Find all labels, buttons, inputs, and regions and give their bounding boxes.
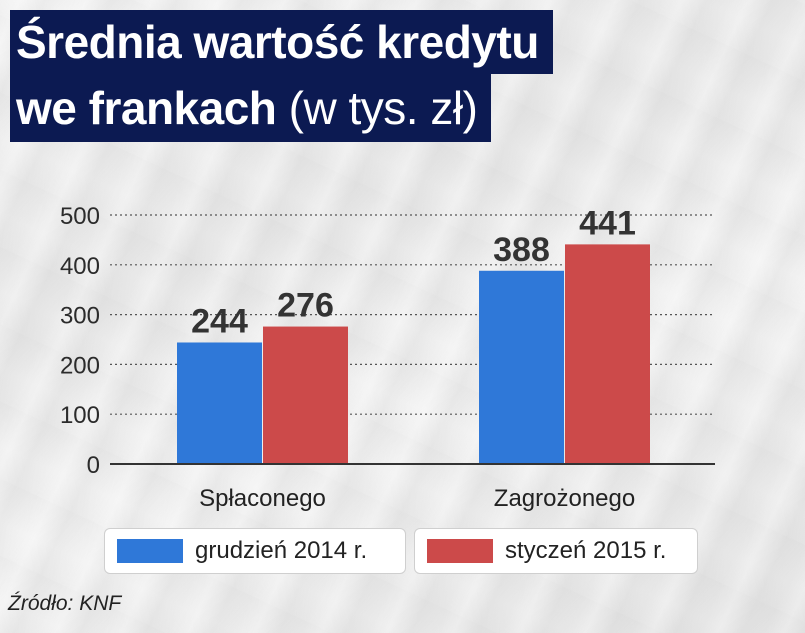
bar-Zagrożonego-series-2	[565, 244, 650, 464]
data-labels: 244 276 388 441	[191, 204, 636, 340]
title-bold-part: we frankach	[16, 82, 277, 134]
y-tick-label: 300	[60, 303, 100, 330]
y-tick-label: 100	[60, 402, 100, 429]
data-label: 388	[493, 231, 550, 269]
legend-item-series-1: grudzień 2014 r.	[104, 528, 406, 574]
legend-label-series-1: grudzień 2014 r.	[195, 537, 368, 564]
bar-Zagrożonego-series-1	[479, 270, 564, 464]
title-unit-part: (w tys. zł)	[276, 82, 478, 134]
category-label: Zagrożonego	[494, 485, 635, 512]
legend-swatch-red	[427, 539, 493, 563]
bar-chart: 0 100 200 300 400 500 244 276 388 441 Spłaconego…	[60, 203, 715, 512]
legend-item-series-2: styczeń 2015 r.	[414, 528, 698, 574]
bar-Spłaconego-series-1	[177, 342, 262, 464]
data-label: 244	[191, 302, 248, 340]
legend-label-series-2: styczeń 2015 r.	[505, 537, 667, 564]
bars	[177, 244, 650, 464]
y-axis-ticks: 0 100 200 300 400 500	[60, 203, 100, 479]
data-label: 276	[277, 287, 334, 325]
bar-Spłaconego-series-2	[263, 326, 348, 464]
source-note: Źródło: KNF	[8, 592, 122, 615]
y-tick-label: 0	[87, 452, 100, 479]
x-axis-categories: Spłaconego Zagrożonego	[199, 485, 635, 512]
category-label: Spłaconego	[199, 485, 326, 512]
data-label: 441	[579, 204, 636, 242]
legend-swatch-blue	[117, 539, 183, 563]
y-tick-label: 200	[60, 352, 100, 379]
y-tick-label: 400	[60, 253, 100, 280]
y-tick-label: 500	[60, 203, 100, 230]
chart-title-line-2: we frankach (w tys. zł)	[10, 74, 492, 142]
chart-title-line-1: Średnia wartość kredytu	[10, 10, 553, 74]
